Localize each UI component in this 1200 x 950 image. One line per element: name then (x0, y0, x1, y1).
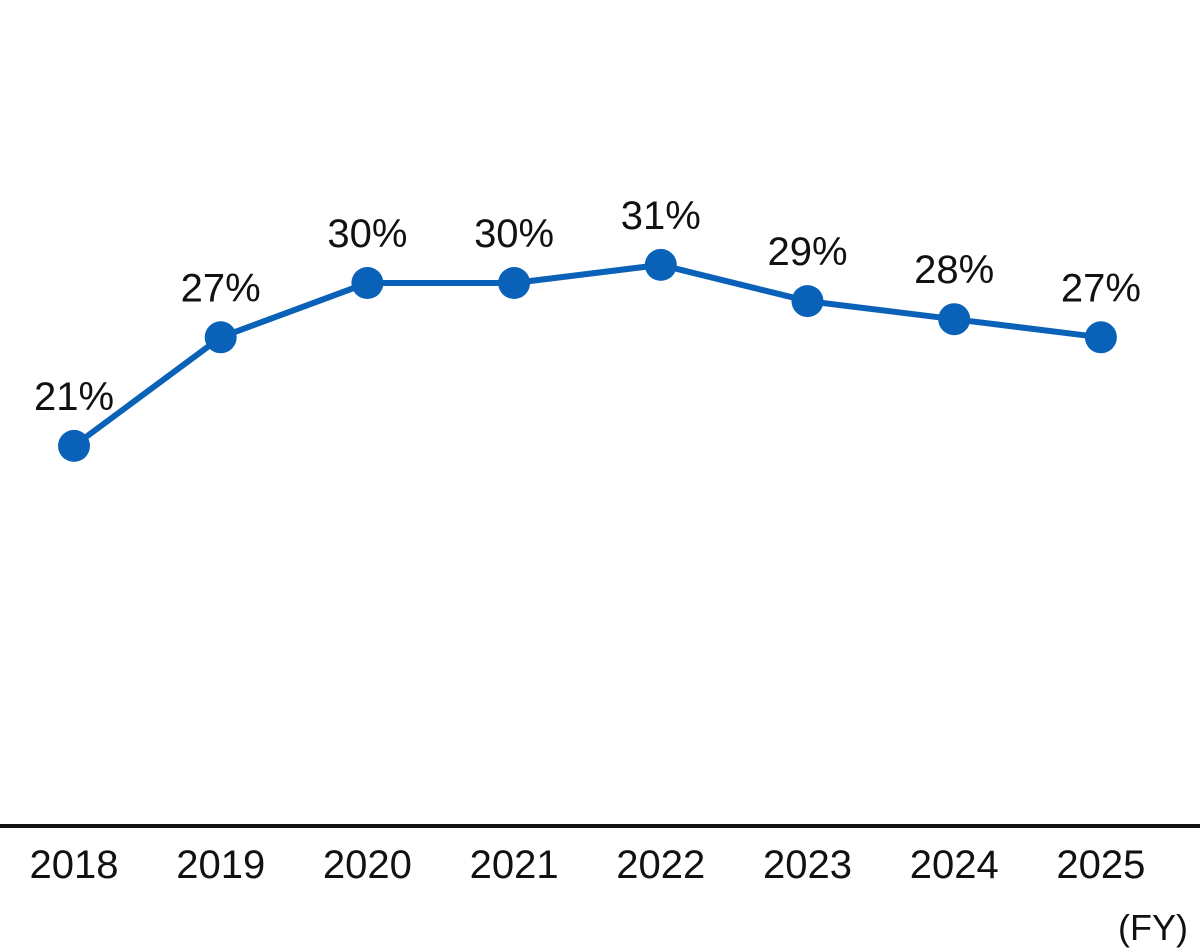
data-point-2021 (498, 267, 531, 299)
series-line (72, 261, 1102, 449)
x-tick-label-2022: 2022 (616, 843, 705, 887)
x-tick-label-2020: 2020 (323, 843, 412, 887)
x-tick-labels-group: 2018 2019 2020 2021 2022 2023 2024 2025 (30, 843, 1146, 887)
data-point-2018 (58, 429, 90, 462)
data-point-2019 (204, 321, 237, 354)
data-label-2023: 29% (767, 230, 847, 274)
x-tick-label-2019: 2019 (176, 843, 265, 887)
data-points-group (58, 248, 1117, 462)
data-label-2020: 30% (327, 212, 407, 256)
data-point-2024 (938, 303, 971, 336)
data-labels-group: 21% 27% 30% 30% 31% 29% 28% 27% (34, 194, 1141, 419)
data-label-2021: 30% (474, 212, 554, 256)
x-tick-label-2023: 2023 (763, 843, 852, 887)
data-point-2025 (1084, 321, 1117, 354)
x-tick-label-2024: 2024 (910, 843, 999, 887)
x-tick-label-2018: 2018 (30, 843, 119, 887)
data-point-2020 (351, 267, 384, 299)
x-axis-unit-label: (FY) (1118, 907, 1188, 948)
data-point-2022 (644, 248, 677, 281)
data-label-2024: 28% (914, 248, 994, 292)
data-label-2022: 31% (621, 194, 701, 238)
series-line-group (72, 261, 1102, 449)
data-label-2019: 27% (181, 266, 261, 310)
data-point-2023 (791, 285, 824, 318)
data-label-2018: 21% (34, 375, 114, 419)
data-label-2025: 27% (1061, 266, 1141, 310)
x-tick-label-2021: 2021 (470, 843, 559, 887)
x-tick-label-2025: 2025 (1056, 843, 1145, 887)
